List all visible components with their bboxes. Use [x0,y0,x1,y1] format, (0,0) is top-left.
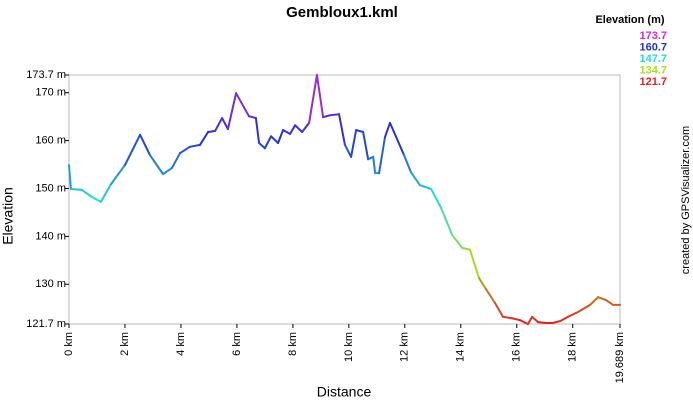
profile-segment [531,315,540,324]
profile-segment [221,117,229,131]
profile-segment [451,233,464,249]
legend-entry: 121.7 [639,76,667,88]
profile-segment [148,153,165,176]
profile-segment [99,183,112,203]
x-tick-label: 14 km [455,332,467,362]
credit: created by GPSVisualizer.com [680,126,692,274]
profile-segment [235,92,250,118]
profile-segment [537,321,548,325]
profile-segment [214,117,224,133]
profile-segment [68,164,72,190]
profile-segment [589,296,600,306]
chart-title: Gembloux1.kml [286,4,398,21]
profile-segment [430,187,443,210]
profile-segment [511,317,522,322]
profile-segment [577,303,592,314]
profile-segment [322,114,332,119]
profile-segment [80,188,93,199]
x-tick-label: 18 km [567,332,579,362]
profile-segment [566,311,580,318]
profile-segment [559,315,569,323]
profile-segment [383,121,391,139]
profile-segment [308,74,318,124]
profile-segment [198,130,210,146]
profile-segment [277,129,285,144]
legend-title: Elevation (m) [595,14,664,26]
legend-entry: 160.7 [639,41,667,53]
profile-segment [605,299,615,306]
profile-segment [372,155,377,175]
profile-segment [329,113,341,117]
x-tick-label: 10 km [343,332,355,362]
x-tick-label: 6 km [231,332,243,356]
profile-segment [502,315,514,320]
profile-segment [597,296,608,302]
y-tick-label: 173.7 m [26,69,66,81]
profile-segment [338,113,346,146]
profile-segment [179,145,191,155]
profile-segment [109,164,126,186]
x-tick-label: 19.689 km [614,332,626,383]
x-tick-label: 16 km [511,332,523,362]
legend-entry: 134.7 [639,64,667,76]
profile-segment [402,153,412,174]
profile-segment [289,124,297,135]
profile-segment [551,320,562,325]
legend-entry: 147.7 [639,53,667,65]
profile-segment [90,196,102,203]
profile-segment [139,133,151,156]
profile-segment [69,187,83,191]
profile-segment [461,246,472,251]
legend-entry: 173.7 [639,30,667,42]
plot-frame [68,74,621,325]
y-axis-label: Elevation [0,187,16,245]
profile-segment [170,152,182,169]
profile-segment [362,130,370,161]
profile-segment [270,135,280,144]
profile-segment [188,143,201,148]
profile-segment [247,115,257,120]
profile-segment [388,121,405,156]
profile-segment [282,129,292,135]
profile-segment [263,135,273,150]
x-axis-label: Distance [317,384,372,400]
profile-segment [526,315,534,325]
y-tick-label: 150 m [35,182,66,194]
profile-segment [440,207,454,236]
profile-segment [315,74,325,119]
x-tick-label: 8 km [287,332,299,356]
profile-segment [294,124,304,133]
y-tick-label: 130 m [35,278,66,290]
profile-segment [162,166,173,176]
profile-segment [254,117,261,144]
profile-segment [409,171,421,187]
profile-segment [301,121,311,133]
profile-segment [477,277,487,291]
profile-segment [378,136,386,175]
x-tick-label: 4 km [175,332,187,356]
y-tick-label: 160 m [35,135,66,147]
x-tick-label: 12 km [399,332,411,362]
profile-segment [418,184,433,190]
profile-segment [350,129,358,158]
profile-segment [519,319,529,325]
y-tick-label: 121.7 m [26,318,66,330]
profile-segment [493,301,505,318]
profile-segment [343,143,353,158]
y-tick-label: 140 m [35,230,66,242]
profile-segment [355,129,365,133]
profile-segment [226,92,238,131]
profile-segment [123,133,142,167]
x-tick-label: 2 km [119,332,131,356]
profile-segment [258,141,266,150]
profile-segment [207,130,217,133]
x-tick-label: 0 km [63,332,75,356]
profile-segment [484,288,496,304]
profile-segment [469,248,480,280]
y-tick-label: 170 m [35,87,66,99]
